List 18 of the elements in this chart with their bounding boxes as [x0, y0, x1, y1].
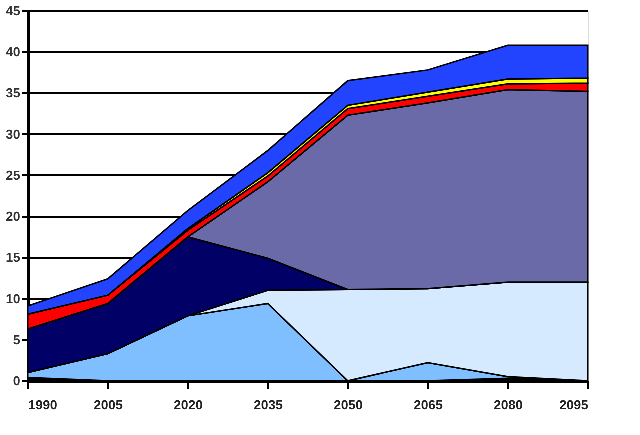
x-tick-label: 2095 [560, 398, 588, 412]
y-tick-label: 35 [6, 86, 20, 101]
x-tick-label: 2020 [174, 398, 203, 412]
x-tick-label: 2050 [334, 398, 363, 412]
y-tick-label: 20 [6, 209, 20, 224]
y-tick-label: 15 [6, 250, 20, 266]
x-tick-label: 2065 [414, 398, 443, 412]
y-tick-label: 0 [13, 374, 20, 388]
x-tick-label: 2005 [94, 398, 123, 412]
y-tick-label: 5 [13, 332, 20, 348]
y-tick-label: 45 [6, 4, 20, 18]
y-tick-label: 40 [6, 44, 20, 60]
x-tick-label: 2080 [494, 398, 523, 412]
y-tick-label: 10 [6, 291, 20, 306]
x-tick-label: 2035 [254, 398, 283, 412]
y-tick-label: 30 [6, 126, 20, 142]
x-tick-label: 1990 [28, 398, 58, 412]
y-tick-label: 25 [6, 168, 20, 183]
